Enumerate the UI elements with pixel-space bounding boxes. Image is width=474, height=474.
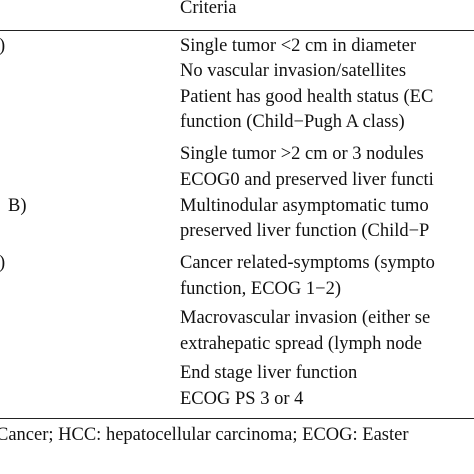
criteria-column-header: Criteria: [180, 0, 237, 18]
criteria-line: Single tumor >2 cm or 3 nodules: [180, 144, 424, 164]
criteria-line: function (Child−Pugh A class): [180, 112, 405, 132]
header-divider-rule: [0, 30, 474, 32]
criteria-line: Patient has good health status (EC: [180, 87, 434, 107]
criteria-line: ECOG PS 3 or 4: [180, 389, 304, 409]
criteria-line: extrahepatic spread (lymph node: [180, 334, 422, 354]
row-left-label: ): [0, 252, 5, 274]
criteria-line: End stage liver function: [180, 363, 358, 383]
row-left-label: B): [8, 196, 27, 216]
criteria-line: Multinodular asymptomatic tumo: [180, 196, 429, 216]
criteria-line: ECOG0 and preserved liver functi: [180, 170, 434, 190]
criteria-line: preserved liver function (Child−P: [180, 221, 430, 241]
criteria-line: Cancer related-symptoms (sympto: [180, 253, 435, 273]
criteria-line: function, ECOG 1−2): [180, 279, 341, 299]
table-footnote: Cancer; HCC: hepatocellular carcinoma; E…: [0, 425, 409, 445]
criteria-line: Single tumor <2 cm in diameter: [180, 36, 416, 56]
criteria-line: No vascular invasion/satellites: [180, 61, 407, 81]
criteria-line: Macrovascular invasion (either se: [180, 308, 431, 328]
row-left-label: ): [0, 35, 5, 57]
table-bottom-rule: [0, 418, 474, 420]
